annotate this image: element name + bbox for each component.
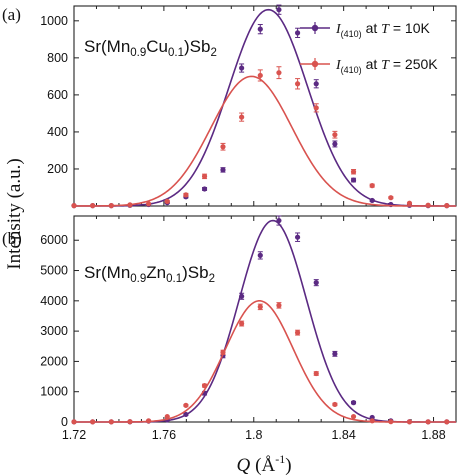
data-point-t250k bbox=[332, 401, 338, 408]
legend: I(410) at T = 10K I(410) at T = 250K bbox=[300, 20, 438, 75]
data-point-t250k bbox=[90, 203, 96, 209]
data-point-t250k bbox=[276, 70, 282, 76]
data-point-t10k bbox=[183, 411, 189, 418]
x-tick-label: 1.84 bbox=[331, 428, 355, 442]
data-point-t10k bbox=[257, 26, 263, 32]
data-point-t10k bbox=[350, 400, 357, 406]
panel-a-label: (a) bbox=[2, 5, 21, 24]
data-point-t250k bbox=[127, 419, 133, 425]
data-point-t250k bbox=[127, 202, 133, 208]
data-point-t250k bbox=[164, 198, 170, 204]
y-tick-label: 1000 bbox=[40, 14, 68, 28]
data-point-t250k bbox=[313, 105, 319, 111]
y-tick-label: 600 bbox=[47, 88, 68, 102]
data-point-t10k bbox=[294, 30, 301, 36]
x-axis-title: Q (Å-1) bbox=[236, 452, 291, 476]
data-point-t10k bbox=[201, 186, 208, 192]
legend-entry-250k: I(410) at T = 250K bbox=[300, 56, 438, 75]
fit-curve-t250k bbox=[74, 300, 456, 423]
data-point-t250k bbox=[108, 203, 114, 209]
data-point-t250k bbox=[425, 202, 431, 208]
y-axis-title: Intensity (a.u.) bbox=[4, 158, 25, 269]
data-point-t250k bbox=[90, 419, 96, 425]
data-point-t250k bbox=[313, 370, 319, 377]
data-point-t10k bbox=[239, 293, 245, 299]
data-point-t10k bbox=[276, 7, 282, 13]
y-tick-label: 400 bbox=[47, 125, 68, 139]
y-tick-label: 5000 bbox=[40, 264, 68, 278]
data-point-t250k bbox=[220, 349, 226, 355]
data-point-t250k bbox=[444, 419, 450, 425]
data-point-t250k bbox=[108, 419, 114, 425]
panel-b-sample: Sr(Mn0.9Zn0.1)Sb2 bbox=[84, 263, 215, 285]
data-point-t250k bbox=[146, 418, 152, 424]
x-tick-label: 1.76 bbox=[152, 428, 176, 442]
y-tick-label: 0 bbox=[61, 415, 68, 429]
fit-curve-t250k bbox=[74, 75, 456, 207]
y-tick-label: 3000 bbox=[40, 324, 68, 338]
panel-b-label: (b) bbox=[2, 229, 22, 248]
legend-label-10k: I(410) at T = 10K bbox=[335, 20, 430, 39]
panel-a-sample: Sr(Mn0.9Cu0.1)Sb2 bbox=[84, 37, 217, 59]
data-point-t10k bbox=[220, 167, 226, 173]
data-point-t10k bbox=[313, 81, 319, 87]
data-point-t250k bbox=[425, 419, 431, 425]
data-point-t250k bbox=[294, 330, 301, 336]
legend-marker-10k bbox=[311, 24, 319, 32]
data-point-t10k bbox=[294, 234, 301, 240]
data-point-t250k bbox=[201, 173, 208, 179]
data-point-t250k bbox=[388, 419, 394, 425]
data-point-t250k bbox=[350, 413, 357, 420]
data-point-t250k bbox=[183, 192, 189, 198]
data-point-t10k bbox=[332, 141, 338, 147]
data-point-t250k bbox=[294, 81, 301, 87]
x-tick-label: 1.8 bbox=[245, 428, 262, 442]
panel-b-frame bbox=[73, 215, 457, 423]
y-tick-label: 6000 bbox=[40, 233, 68, 247]
data-point-t250k bbox=[388, 195, 394, 201]
panel-a-frame bbox=[73, 5, 457, 207]
y-tick-label: 200 bbox=[47, 162, 68, 176]
data-point-t250k bbox=[71, 419, 77, 425]
x-tick-label: 1.72 bbox=[62, 428, 86, 442]
data-point-t250k bbox=[369, 418, 375, 424]
data-point-t10k bbox=[369, 197, 375, 204]
data-point-t10k bbox=[257, 252, 263, 258]
data-point-t250k bbox=[71, 203, 77, 209]
data-point-t250k bbox=[406, 200, 413, 206]
legend-label-250k: I(410) at T = 250K bbox=[335, 56, 438, 75]
data-point-t250k bbox=[276, 302, 282, 308]
data-point-t250k bbox=[220, 144, 226, 150]
data-point-t10k bbox=[350, 177, 357, 183]
data-point-t250k bbox=[164, 413, 170, 420]
y-tick-label: 2000 bbox=[40, 354, 68, 368]
data-point-t250k bbox=[369, 183, 375, 189]
data-point-t10k bbox=[313, 280, 319, 286]
data-point-t250k bbox=[146, 201, 152, 207]
y-tick-label: 800 bbox=[47, 51, 68, 65]
data-point-t10k bbox=[332, 351, 338, 357]
data-point-t250k bbox=[239, 320, 245, 327]
data-point-t250k bbox=[444, 203, 450, 209]
data-point-t250k bbox=[183, 402, 189, 408]
data-point-t10k bbox=[276, 217, 282, 224]
data-point-t250k bbox=[257, 304, 263, 310]
x-tick-label: 1.88 bbox=[421, 428, 445, 442]
data-point-t250k bbox=[257, 72, 263, 79]
legend-entry-10k: I(410) at T = 10K bbox=[300, 20, 430, 39]
data-point-t10k bbox=[239, 65, 245, 71]
y-tick-label: 4000 bbox=[40, 294, 68, 308]
panel-a: (a) Sr(Mn0.9Cu0.1)Sb2 200 400 600 800 1000 I… bbox=[2, 4, 457, 209]
data-point-t250k bbox=[332, 132, 338, 138]
data-point-t250k bbox=[350, 169, 357, 175]
panel-b: (b) Sr(Mn0.9Zn0.1)Sb2 0 1000 2000 3000 4000 5… bbox=[2, 215, 457, 442]
data-point-t250k bbox=[201, 383, 208, 389]
fit-curve-t10k bbox=[74, 219, 456, 423]
data-point-t250k bbox=[406, 419, 413, 425]
fit-curve-t10k bbox=[74, 8, 456, 207]
data-point-t250k bbox=[239, 114, 245, 120]
y-tick-label: 1000 bbox=[40, 385, 68, 399]
legend-marker-250k bbox=[311, 60, 319, 68]
